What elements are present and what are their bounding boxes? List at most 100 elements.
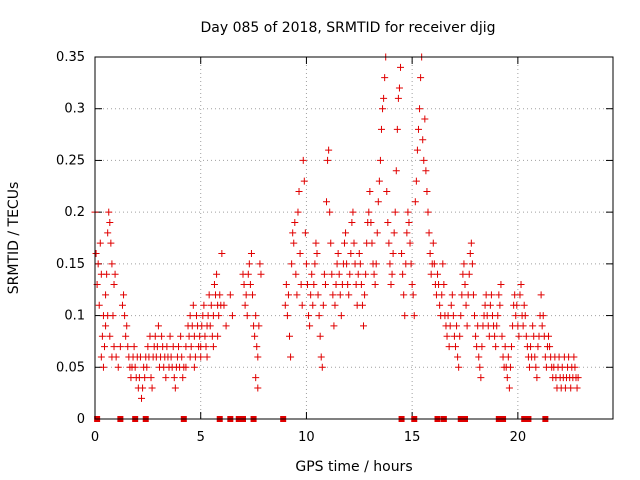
grid-lines (95, 57, 613, 419)
data-point (501, 343, 509, 351)
data-point (123, 322, 131, 330)
data-point (139, 384, 147, 392)
data-point (315, 312, 323, 320)
data-point (350, 239, 358, 247)
data-point (345, 291, 353, 299)
data-point (397, 63, 405, 71)
data-point (314, 291, 322, 299)
data-point (398, 250, 406, 258)
data-point (525, 363, 533, 371)
data-point (301, 229, 309, 237)
data-point (495, 291, 503, 299)
data-point (334, 250, 342, 258)
data-point (296, 250, 304, 258)
data-point (249, 291, 257, 299)
data-point (141, 374, 149, 382)
data-point (493, 322, 501, 330)
data-point (336, 291, 344, 299)
data-point (220, 301, 228, 309)
data-point (574, 374, 582, 382)
data-point (567, 384, 575, 392)
data-point (487, 291, 495, 299)
data-points (91, 53, 582, 422)
data-point (295, 187, 303, 195)
data-point (430, 260, 438, 268)
data-point (467, 239, 475, 247)
data-point (401, 312, 409, 320)
data-point (256, 260, 264, 268)
y-tick-label: 0.15 (56, 257, 85, 272)
data-point (376, 156, 384, 164)
data-point (186, 353, 194, 361)
data-point (252, 312, 260, 320)
data-point (302, 260, 310, 268)
data-point (319, 301, 327, 309)
data-point (287, 353, 295, 361)
data-point (105, 208, 113, 216)
data-point (309, 301, 317, 309)
data-point (436, 301, 444, 309)
data-point (538, 322, 546, 330)
data-point (324, 156, 332, 164)
data-point (344, 281, 352, 289)
data-point (379, 105, 387, 113)
data-point (447, 301, 455, 309)
data-point (187, 343, 195, 351)
data-point (293, 291, 301, 299)
data-point (243, 312, 251, 320)
data-point (504, 353, 512, 361)
data-point (340, 239, 348, 247)
data-point (517, 281, 525, 289)
data-point (318, 363, 326, 371)
data-point (179, 374, 187, 382)
data-point (367, 218, 375, 226)
data-point (114, 363, 122, 371)
data-point (289, 229, 297, 237)
data-point (106, 332, 114, 340)
data-point (386, 260, 394, 268)
plot-frame (94, 56, 614, 420)
data-point (151, 332, 159, 340)
data-point (147, 374, 155, 382)
data-point (399, 270, 407, 278)
data-point (448, 291, 456, 299)
data-point (380, 94, 388, 102)
data-point (321, 281, 329, 289)
data-point (438, 291, 446, 299)
data-point (102, 322, 110, 330)
data-point (124, 343, 132, 351)
data-point (414, 125, 422, 133)
data-point (201, 332, 209, 340)
data-point (121, 312, 129, 320)
data-point (529, 322, 537, 330)
data-point (329, 291, 337, 299)
data-point (449, 312, 457, 320)
data-point (297, 281, 305, 289)
data-point (305, 312, 313, 320)
data-point (472, 332, 480, 340)
data-point (306, 322, 314, 330)
data-point (539, 312, 547, 320)
data-point (419, 136, 427, 144)
data-point (460, 260, 468, 268)
data-point (138, 394, 146, 402)
data-point (323, 198, 331, 206)
data-point (429, 239, 437, 247)
data-point (362, 270, 370, 278)
data-point (197, 343, 205, 351)
data-point (254, 384, 262, 392)
x-tick-label: 15 (404, 430, 421, 445)
data-point (404, 208, 412, 216)
data-point (347, 250, 355, 258)
data-point (335, 270, 343, 278)
data-point (337, 312, 345, 320)
data-point (407, 260, 415, 268)
data-point (453, 322, 461, 330)
data-point (425, 229, 433, 237)
data-point (207, 301, 215, 309)
data-point (346, 270, 354, 278)
x-axis-label: GPS time / hours (295, 459, 412, 475)
data-point (394, 94, 402, 102)
data-point (461, 281, 469, 289)
data-point (375, 177, 383, 185)
